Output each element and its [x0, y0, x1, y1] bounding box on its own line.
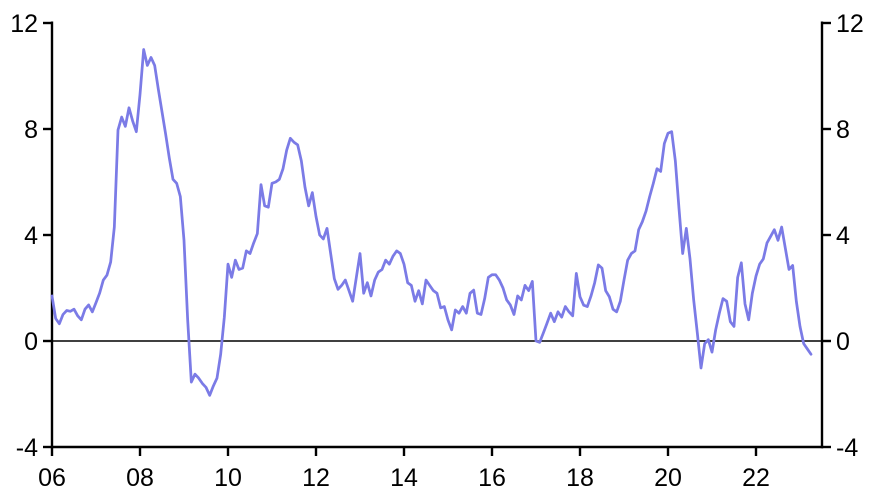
x-axis-label: 18: [566, 464, 594, 492]
x-axis-label: 14: [390, 464, 418, 492]
data-series-group: [50, 48, 813, 397]
x-axis-label: 20: [654, 464, 682, 492]
data-series-line: [50, 48, 813, 397]
y-axis-label-left: 4: [24, 222, 38, 250]
x-axis-label: 08: [126, 464, 154, 492]
x-axis-label: 06: [38, 464, 66, 492]
y-axis-label-left: 8: [24, 116, 38, 144]
y-axis-label-left: 12: [10, 10, 38, 38]
x-axis-label: 16: [478, 464, 506, 492]
x-axis-label: 22: [742, 464, 770, 492]
y-axis-label-left: -4: [16, 434, 38, 462]
tick-labels-group: 12 128 84 40 0-4 -406 08 10 12 14 16 18 20 22: [10, 10, 864, 492]
axes-group: [50, 21, 824, 449]
y-axis-label-left: 0: [24, 328, 38, 356]
y-axis-label-right: -4: [836, 434, 858, 462]
tick-marks-group: [43, 21, 831, 456]
y-axis-label-right: 12: [836, 10, 864, 38]
x-axis-label: 12: [302, 464, 330, 492]
y-axis-label-right: 0: [836, 328, 850, 356]
y-axis-label-right: 4: [836, 222, 850, 250]
x-axis-label: 10: [214, 464, 242, 492]
y-axis-label-right: 8: [836, 116, 850, 144]
